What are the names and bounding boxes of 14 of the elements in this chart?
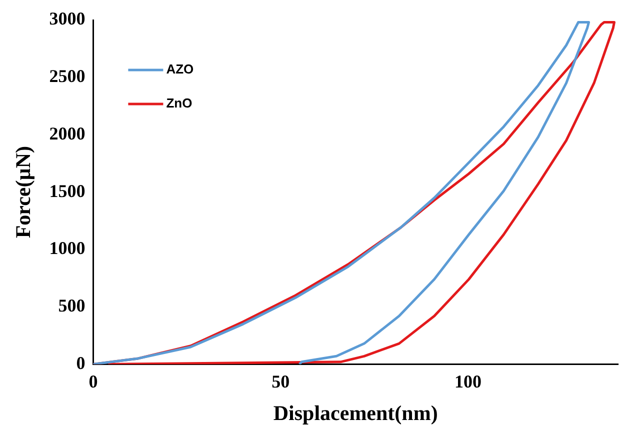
x-axis-title: Displacement(nm)	[273, 400, 438, 425]
x-tick-label: 0	[88, 372, 98, 392]
y-tick-label: 1000	[49, 238, 86, 258]
legend-label: ZnO	[166, 96, 192, 111]
legend-label: AZO	[166, 62, 194, 77]
y-tick-label: 2500	[49, 66, 86, 86]
y-tick-label: 1500	[49, 180, 86, 201]
y-tick-label: 500	[58, 295, 86, 316]
y-tick-label: 0	[76, 352, 86, 373]
y-tick-label: 2000	[49, 123, 86, 144]
x-tick-label: 100	[454, 372, 482, 392]
x-tick-label: 50	[272, 372, 290, 392]
y-axis-title: Force(µN)	[11, 146, 36, 238]
y-tick-label: 3000	[49, 8, 86, 29]
